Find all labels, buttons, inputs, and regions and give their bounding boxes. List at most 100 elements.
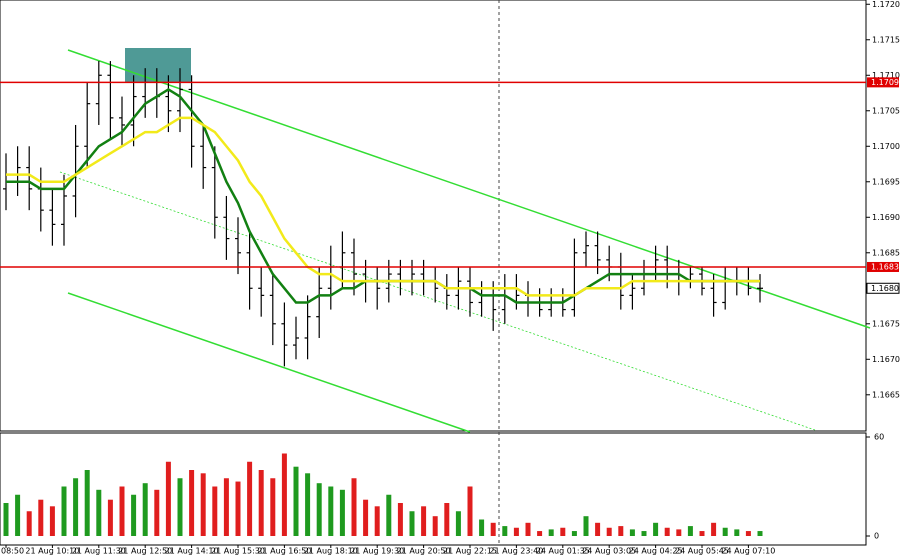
volume-bar (154, 489, 160, 536)
y-tick-label: 1.1665 (872, 390, 900, 399)
x-tick-label: 21 Aug 20:50 (397, 547, 451, 556)
x-tick-label: 24 Aug 07:10 (721, 547, 775, 556)
x-tick-label: 24 Aug 01:35 (536, 547, 590, 556)
volume-bar (351, 478, 357, 536)
volume-bar (722, 527, 728, 536)
volume-bar (49, 506, 55, 536)
volume-bar (560, 527, 566, 536)
volume-bar (165, 461, 171, 536)
volume-bar (432, 516, 438, 536)
y-tick-label: 1.1675 (872, 319, 900, 328)
y-tick-label: 1.1715 (872, 35, 900, 44)
x-tick-label: 21 Aug 12:50 (118, 547, 172, 556)
volume-bar (223, 478, 229, 536)
volume-bar (15, 494, 21, 536)
y-tick-label: 1.1705 (872, 106, 900, 115)
channel-mid (59, 171, 816, 431)
volume-bar (189, 470, 195, 536)
volume-bar (571, 531, 577, 536)
volume-bar (618, 526, 624, 536)
volume-bar (26, 511, 32, 536)
volume-bar (548, 529, 554, 536)
level-label: 1.1709 (871, 78, 899, 87)
y-tick-label: 1.1690 (872, 213, 900, 222)
highlight-box (125, 48, 191, 82)
volume-bar (606, 527, 612, 536)
volume-bar (397, 503, 403, 536)
volume-bar (629, 529, 635, 536)
volume-bar (142, 483, 148, 536)
x-tick-label: 21 Aug 16:50 (257, 547, 311, 556)
volume-bar (107, 499, 113, 536)
volume-bar (131, 494, 137, 536)
y-tick-label: 1.1710 (872, 71, 900, 80)
x-tick-label: 21 Aug 22:15 (443, 547, 497, 556)
volume-bar (374, 506, 380, 536)
volume-bar (38, 499, 44, 536)
volume-bar (444, 503, 450, 536)
volume-bar (757, 531, 763, 536)
volume-bar (281, 453, 287, 536)
y-tick-label: 1.1685 (872, 248, 900, 257)
volume-bar (421, 506, 427, 536)
volume-bar (177, 478, 183, 536)
volume-bar (595, 522, 601, 536)
volume-bar (699, 531, 705, 536)
volume-bar (84, 470, 90, 536)
volume-bar (664, 527, 670, 536)
y-tick-label: 1.1695 (872, 177, 900, 186)
volume-bar (305, 473, 311, 536)
x-tick-label: 21 Aug 14:10 (165, 547, 219, 556)
volume-bar (502, 526, 508, 536)
volume-bar (61, 486, 67, 536)
volume-bar (513, 527, 519, 536)
volume-bar (200, 473, 206, 536)
level-box (867, 261, 899, 272)
x-tick-label: 24 Aug 04:25 (629, 547, 683, 556)
x-tick-label: 21 Aug 18:10 (304, 547, 358, 556)
volume-bar (537, 531, 543, 536)
volume-bar (583, 516, 589, 536)
x-tick-label: 21 Aug 15:30 (211, 547, 265, 556)
volume-bar (316, 483, 322, 536)
volume-bar (339, 489, 345, 536)
x-tick-label: 24 Aug 03:05 (582, 547, 636, 556)
y-tick-label: 1.1700 (872, 142, 900, 151)
x-tick-label: 21 Aug 23:40 (489, 547, 543, 556)
volume-bar (386, 494, 392, 536)
volume-bar (711, 522, 717, 536)
volume-bar (363, 499, 369, 536)
volume-bar (258, 470, 264, 536)
x-tick-label: 21 Aug 10:10 (25, 547, 79, 556)
y-tick-label: 60 (874, 433, 884, 442)
volume-bar (490, 522, 496, 536)
volume-bar (653, 522, 659, 536)
volume-bar (235, 481, 241, 536)
volume-bar (328, 486, 334, 536)
volume-bar (73, 478, 79, 536)
level-label: 1.1683 (871, 262, 899, 271)
volume-bar (745, 531, 751, 536)
level-box (867, 77, 899, 88)
volume-bar (676, 529, 682, 536)
volume-bar (247, 461, 253, 536)
moving-average (6, 116, 760, 297)
volume-bar (641, 531, 647, 536)
volume-bar (734, 529, 740, 536)
x-tick-label: 24 Aug 05:45 (675, 547, 729, 556)
volume-bar (467, 486, 473, 536)
volume-bar (293, 466, 299, 536)
volume-bar (119, 486, 125, 536)
volume-bar (687, 526, 693, 536)
volume-bar (525, 522, 531, 536)
x-tick-label: 08:50 (1, 547, 24, 556)
x-tick-label: 21 Aug 11:30 (72, 547, 126, 556)
channel-line (67, 292, 471, 433)
volume-bar (479, 519, 485, 536)
x-tick-label: 21 Aug 19:30 (350, 547, 404, 556)
volume-bar (409, 511, 415, 536)
volume-bar (96, 489, 102, 536)
volume-bar (270, 478, 276, 536)
